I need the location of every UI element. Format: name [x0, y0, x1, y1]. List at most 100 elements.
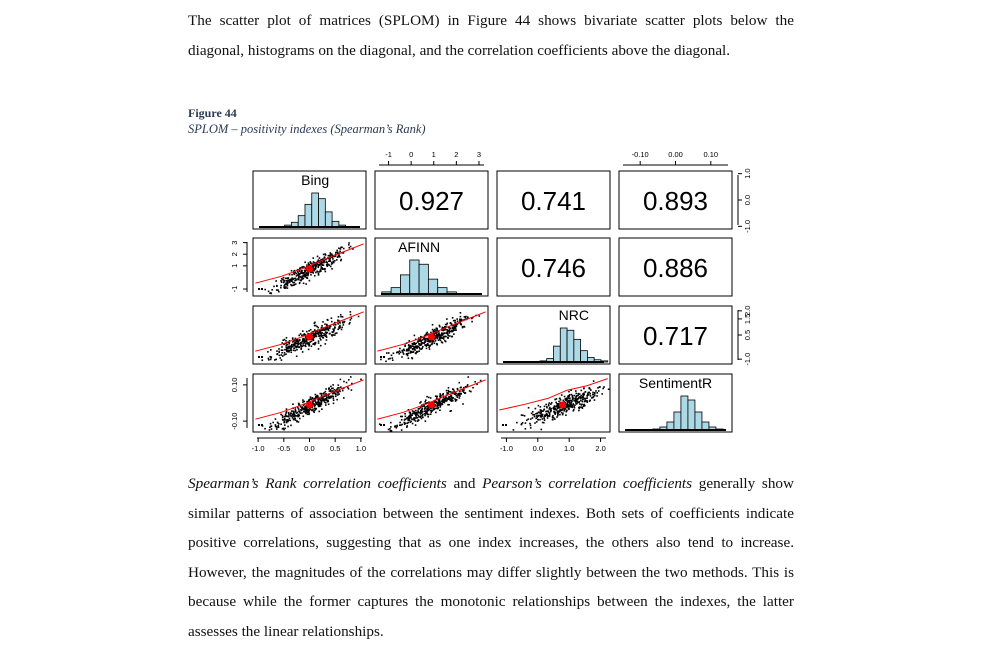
scatter-point — [527, 406, 530, 409]
scatter-point — [313, 342, 315, 345]
scatter-point — [439, 395, 442, 398]
scatter-point — [449, 330, 452, 333]
scatter-point — [325, 398, 327, 400]
scatter-point — [322, 264, 325, 267]
scatter-point — [320, 392, 323, 395]
scatter-point — [563, 395, 566, 398]
scatter-point — [305, 412, 307, 415]
scatter-point — [318, 329, 321, 331]
scatter-point — [562, 407, 565, 410]
scatter-point — [308, 343, 311, 346]
scatter-point — [419, 413, 422, 415]
scatter-point — [601, 393, 603, 395]
scatter-point — [340, 328, 343, 331]
scatter-point — [587, 391, 590, 394]
scatter-point — [444, 328, 446, 331]
scatter-point — [306, 400, 308, 403]
scatter-point — [285, 280, 288, 282]
scatter-point — [418, 342, 421, 345]
scatter-point — [299, 411, 301, 413]
scatter-point — [434, 395, 437, 397]
scatter-point — [564, 398, 567, 401]
scatter-point — [416, 416, 419, 419]
scatter-point — [566, 401, 569, 404]
scatter-point — [564, 401, 567, 404]
scatter-point — [539, 406, 542, 408]
scatter-point — [411, 414, 413, 416]
scatter-point — [322, 328, 325, 330]
scatter-point — [288, 347, 291, 349]
scatter-point — [312, 408, 314, 411]
scatter-point — [341, 246, 343, 249]
scatter-point — [555, 409, 558, 411]
figure-label: Figure 44 — [188, 106, 237, 120]
scatter-point — [301, 275, 304, 277]
scatter-point — [479, 379, 482, 382]
scatter-point — [446, 329, 449, 331]
scatter-point — [314, 393, 317, 396]
scatter-point — [305, 269, 307, 272]
scatter-point — [283, 338, 286, 341]
scatter-point — [314, 408, 317, 410]
scatter-point — [284, 283, 286, 286]
scatter-point — [579, 396, 582, 399]
scatter-point — [340, 246, 342, 249]
scatter-point — [332, 395, 335, 398]
scatter-point — [438, 324, 441, 327]
scatter-point — [336, 251, 339, 254]
scatter-point — [589, 395, 592, 397]
scatter-point — [316, 255, 319, 258]
scatter-point — [413, 410, 415, 413]
scatter-point — [454, 398, 456, 400]
scatter-point — [301, 334, 303, 337]
scatter-point — [585, 400, 588, 402]
scatter-point — [450, 323, 453, 325]
scatter-point — [412, 348, 414, 351]
scatter-point — [409, 413, 412, 415]
scatter-point — [399, 415, 402, 418]
axis-tick-label: 2 — [230, 252, 239, 256]
scatter-point — [290, 415, 292, 417]
histogram-bar — [324, 211, 333, 228]
scatter-point — [312, 264, 315, 267]
scatter-point — [540, 409, 542, 412]
scatter-point — [441, 402, 443, 404]
scatter-point — [526, 419, 528, 422]
scatter-point — [320, 334, 322, 336]
scatter-point — [399, 347, 401, 350]
scatter-point — [427, 409, 430, 412]
correlation-afinn-nrc: 0.746 — [521, 253, 586, 283]
scatter-point — [314, 404, 316, 406]
scatter-point — [378, 423, 381, 425]
scatter-point — [320, 401, 323, 403]
scatter-point — [438, 400, 440, 403]
scatter-point — [584, 399, 586, 402]
scatter-point — [448, 329, 450, 332]
scatter-point — [261, 359, 264, 362]
scatter-point — [571, 404, 574, 407]
scatter-point — [578, 407, 581, 410]
scatter-point — [401, 415, 404, 418]
scatter-point — [583, 400, 586, 403]
scatter-point — [407, 349, 409, 352]
scatter-point — [524, 428, 527, 430]
scatter-point — [541, 415, 543, 417]
scatter-point — [301, 412, 303, 414]
scatter-point — [307, 262, 310, 264]
scatter-point — [446, 333, 449, 335]
scatter-point — [323, 334, 326, 336]
scatter-point — [456, 318, 458, 320]
scatter-point — [401, 350, 404, 352]
scatter-point — [580, 394, 583, 397]
scatter-point — [315, 332, 317, 334]
scatter-point — [316, 401, 319, 403]
scatter-point — [427, 340, 430, 343]
scatter-point — [427, 415, 429, 418]
scatter-point — [347, 386, 349, 389]
scatter-point — [322, 261, 324, 264]
scatter-point — [557, 410, 560, 413]
scatter-point — [342, 252, 345, 254]
scatter-point — [317, 405, 320, 408]
scatter-point — [592, 380, 595, 382]
scatter-point — [549, 410, 552, 413]
